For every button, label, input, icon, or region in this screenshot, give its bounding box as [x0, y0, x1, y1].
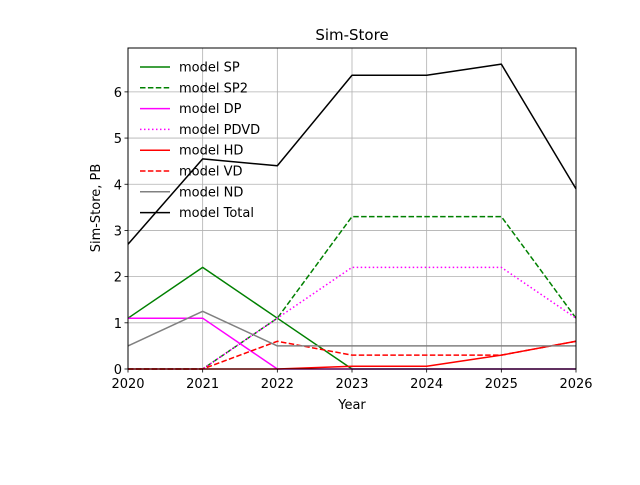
- chart-title: Sim-Store: [315, 26, 388, 44]
- x-tick-label: 2023: [335, 377, 368, 392]
- x-axis-label: Year: [337, 398, 366, 413]
- y-tick-label: 3: [114, 224, 122, 239]
- y-axis-label: Sim-Store, PB: [89, 164, 104, 253]
- legend-label: model Total: [179, 206, 254, 221]
- legend-label: model SP: [179, 61, 240, 76]
- legend-label: model HD: [179, 144, 243, 159]
- legend-label: model ND: [179, 185, 243, 200]
- x-axis-ticks: 2020 2021 2022 2023 2024 2025 2026: [111, 369, 593, 392]
- y-tick-label: 1: [114, 317, 122, 332]
- legend-label: model DP: [179, 102, 242, 117]
- series-line-model-total: [127, 63, 577, 245]
- y-tick-label: 4: [114, 178, 122, 193]
- y-tick-label: 2: [114, 271, 122, 286]
- x-tick-label: 2020: [111, 377, 144, 392]
- legend: model SP model SP2 model DP model PDVD model…: [140, 61, 260, 221]
- y-tick-label: 0: [114, 363, 122, 378]
- legend-label: model SP2: [179, 81, 248, 96]
- legend-label: model VD: [179, 165, 243, 180]
- series-line-model-pdvd: [128, 266, 577, 370]
- y-tick-label: 6: [114, 86, 122, 101]
- x-tick-label: 2022: [261, 377, 294, 392]
- y-tick-label: 5: [114, 132, 122, 147]
- x-tick-label: 2026: [559, 377, 592, 392]
- y-axis-ticks: 0 1 2 3 4 5 6: [114, 86, 128, 378]
- x-tick-label: 2025: [485, 377, 518, 392]
- series-line-model-nd: [127, 310, 576, 347]
- x-tick-label: 2024: [410, 377, 443, 392]
- legend-label: model PDVD: [179, 123, 260, 138]
- x-tick-label: 2021: [186, 377, 219, 392]
